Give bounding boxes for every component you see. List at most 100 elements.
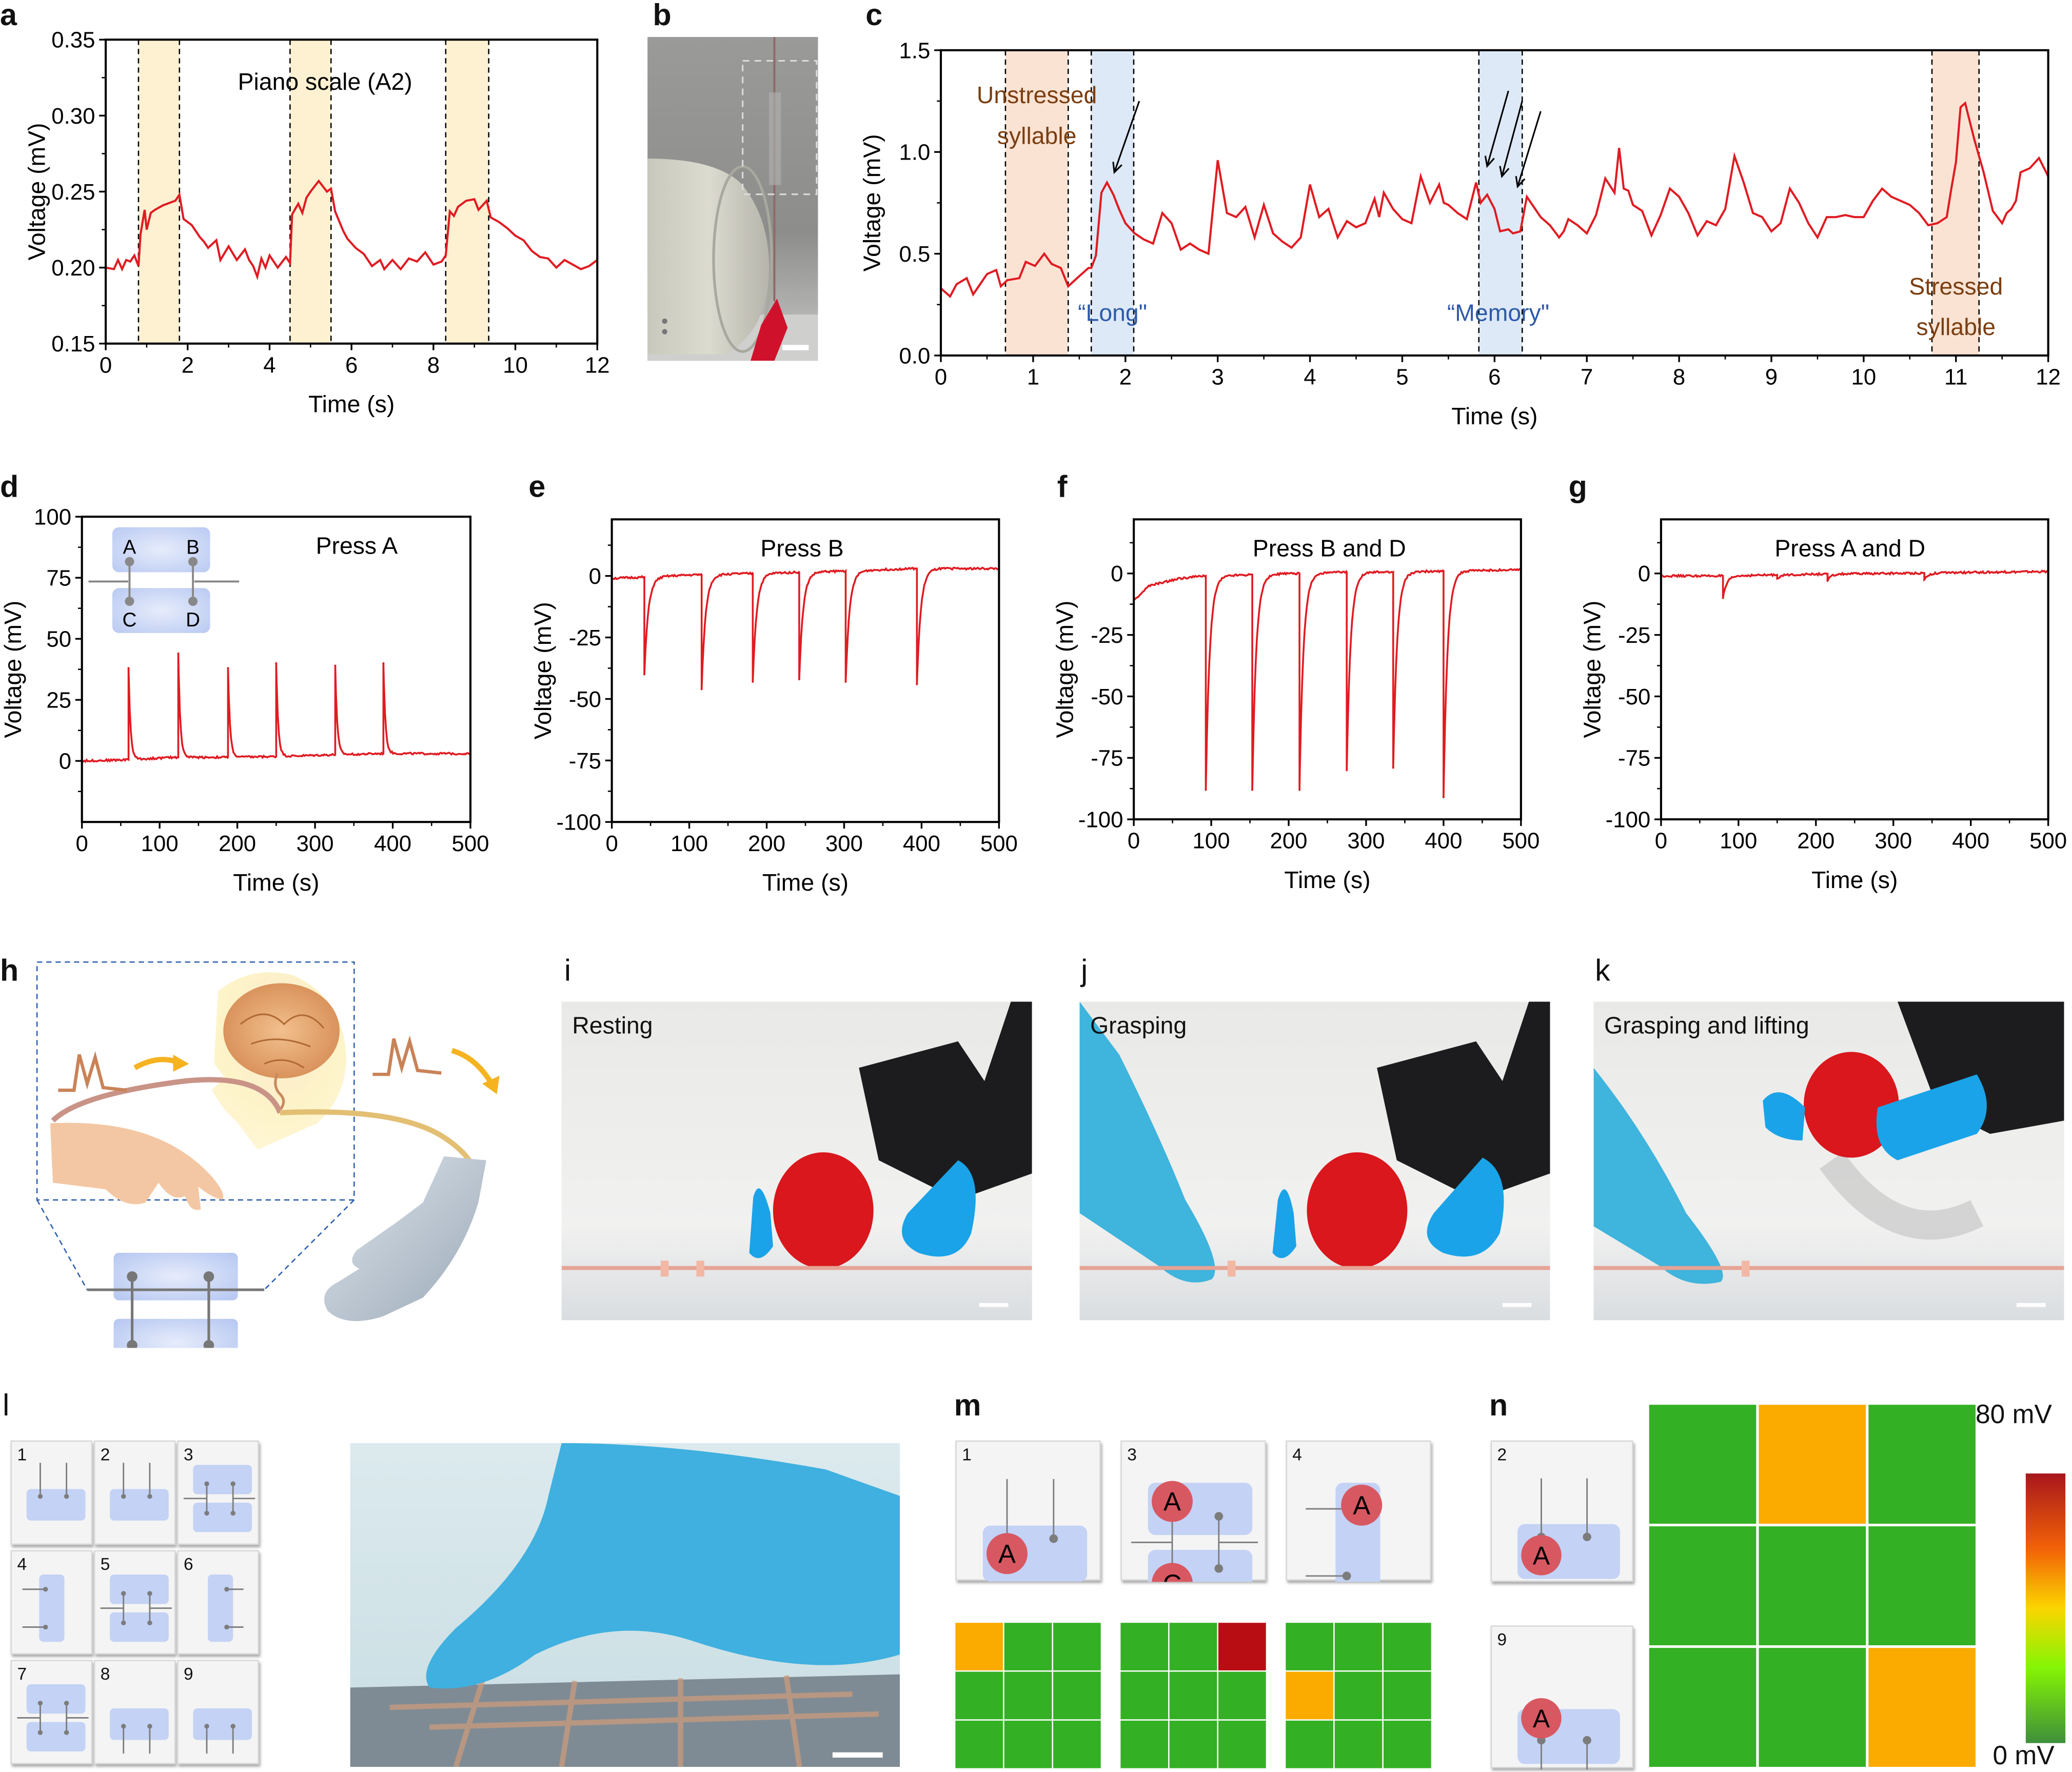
y-tick-label: 0.20 [51,255,95,281]
spike-peak [1442,796,1445,798]
x-tick-label: 100 [1193,829,1230,854]
y-tick-label: 75 [46,566,71,591]
electrode-contact [37,1494,43,1499]
photo-grasping-lifting: Grasping and lifting [1593,1001,2064,1321]
heatmap-cell-green [1169,1671,1217,1720]
y-tick-label: -25 [1618,623,1650,648]
heatmap-cell-green [1218,1720,1266,1768]
x-tick-label: 8 [427,352,440,378]
arrow-head-icon [1499,166,1510,179]
spike-peak [916,683,918,685]
spike-peak [1298,789,1301,791]
x-tick-label: 400 [903,831,940,856]
electrode-contact [1214,1564,1224,1573]
press-label: A [1533,1704,1550,1733]
x-axis-label: Time (s) [233,869,319,896]
x-tick-label: 11 [1944,365,1967,390]
label-long: “Long" [1078,299,1147,326]
panel-label-b: b [653,0,672,32]
x-tick-label: 0 [935,365,947,390]
plot-frame [610,518,1000,823]
heatmap-cell-orange [1286,1671,1334,1720]
electrode-contact [204,1724,209,1729]
y-tick-label: -25 [569,625,601,651]
x-axis-label: Time (s) [1811,867,1898,893]
pointer-arrow [1113,101,1140,173]
spike-peak [1346,769,1348,772]
x-tick-label: 6 [345,352,358,378]
press-label: C [1163,1569,1182,1582]
electrode-pad [193,1708,252,1740]
panel-label-i: i [564,953,571,988]
electrode-contact [204,1481,209,1486]
heatmap-cell-green [1334,1623,1383,1670]
heatmap-cell-green [1383,1671,1431,1720]
highlight-band [138,40,180,344]
electrode-pad [110,1489,169,1521]
y-tick-label: 0.5 [899,242,931,267]
electrode-contact [37,1701,43,1706]
electrode-contact [64,1701,69,1706]
spike-peak [1205,789,1207,791]
heatmap-cell-green [1868,1526,1976,1645]
electrode-tile: 3 [177,1440,259,1545]
electrode-contact [121,1620,126,1626]
x-tick-label: 200 [1797,829,1834,854]
y-tick-label: 25 [46,688,71,713]
y-tick-label: 100 [34,505,71,530]
tile-diagram [110,1463,169,1521]
label-unstressed: Unstressed [977,82,1097,108]
electrode-inset: A B C D [86,522,242,641]
electrode-pad [110,1612,169,1642]
soft-finger [1876,1074,1987,1160]
spike-peak [643,673,646,676]
x-tick-label: 9 [1765,365,1778,390]
panel-label-f: f [1057,469,1068,504]
y-tick-label: -75 [1618,746,1650,771]
electrode-tile: 3AC [1120,1440,1266,1582]
electrode-contact [204,1510,209,1516]
spike-peak [1251,789,1254,791]
arrow-head-icon [1515,176,1526,189]
highlight-band [1478,50,1523,356]
arrow-head-icon [1484,155,1495,168]
y-tick-label: 0.35 [51,28,95,53]
arrow-right-icon [173,1054,189,1072]
spike-peak [382,662,385,664]
heatmap-cell-green [1649,1648,1757,1767]
x-tick-label: 500 [980,831,1018,856]
tile-diagram [22,1574,65,1642]
electrode-contact [64,1494,69,1499]
tile-number: 8 [100,1664,110,1684]
signal-trace [940,101,2049,299]
signal-trace [1133,567,1521,797]
tile-number: 7 [17,1664,27,1684]
x-tick-label: 8 [1673,365,1685,390]
electrode-contact [1583,1532,1591,1541]
y-tick-label: -100 [556,810,601,835]
tile-diagram: A [1517,1478,1620,1579]
electrode-label-d: D [186,609,200,631]
electrode-label-a: A [123,536,136,558]
y-axis-label: Voltage (mV) [24,123,50,261]
spike-peak [1826,580,1829,582]
x-tick-label: 500 [451,831,489,856]
photo-grasping: Grasping [1079,1001,1550,1321]
plot-frame [1660,518,2049,821]
heatmap-cell-green [1004,1720,1052,1768]
tile-number: 4 [1292,1444,1302,1465]
spike-peak [798,678,800,681]
pointer-arrow [1516,111,1542,187]
speaker-shape [647,159,769,355]
electrode-contact [37,1730,43,1735]
tile-number: 2 [1497,1444,1507,1465]
y-tick-label: 0.25 [51,180,95,205]
gloved-finger [1593,1068,1723,1284]
heatmap-cell-green [955,1671,1003,1720]
heatmap-cell-green [1868,1405,1976,1524]
press-label: A [1353,1491,1370,1520]
electrode-pad [26,1684,86,1714]
tile-number: 6 [184,1554,193,1574]
scale-bar [1502,1303,1532,1307]
heatmap-cell-green [1053,1671,1101,1720]
